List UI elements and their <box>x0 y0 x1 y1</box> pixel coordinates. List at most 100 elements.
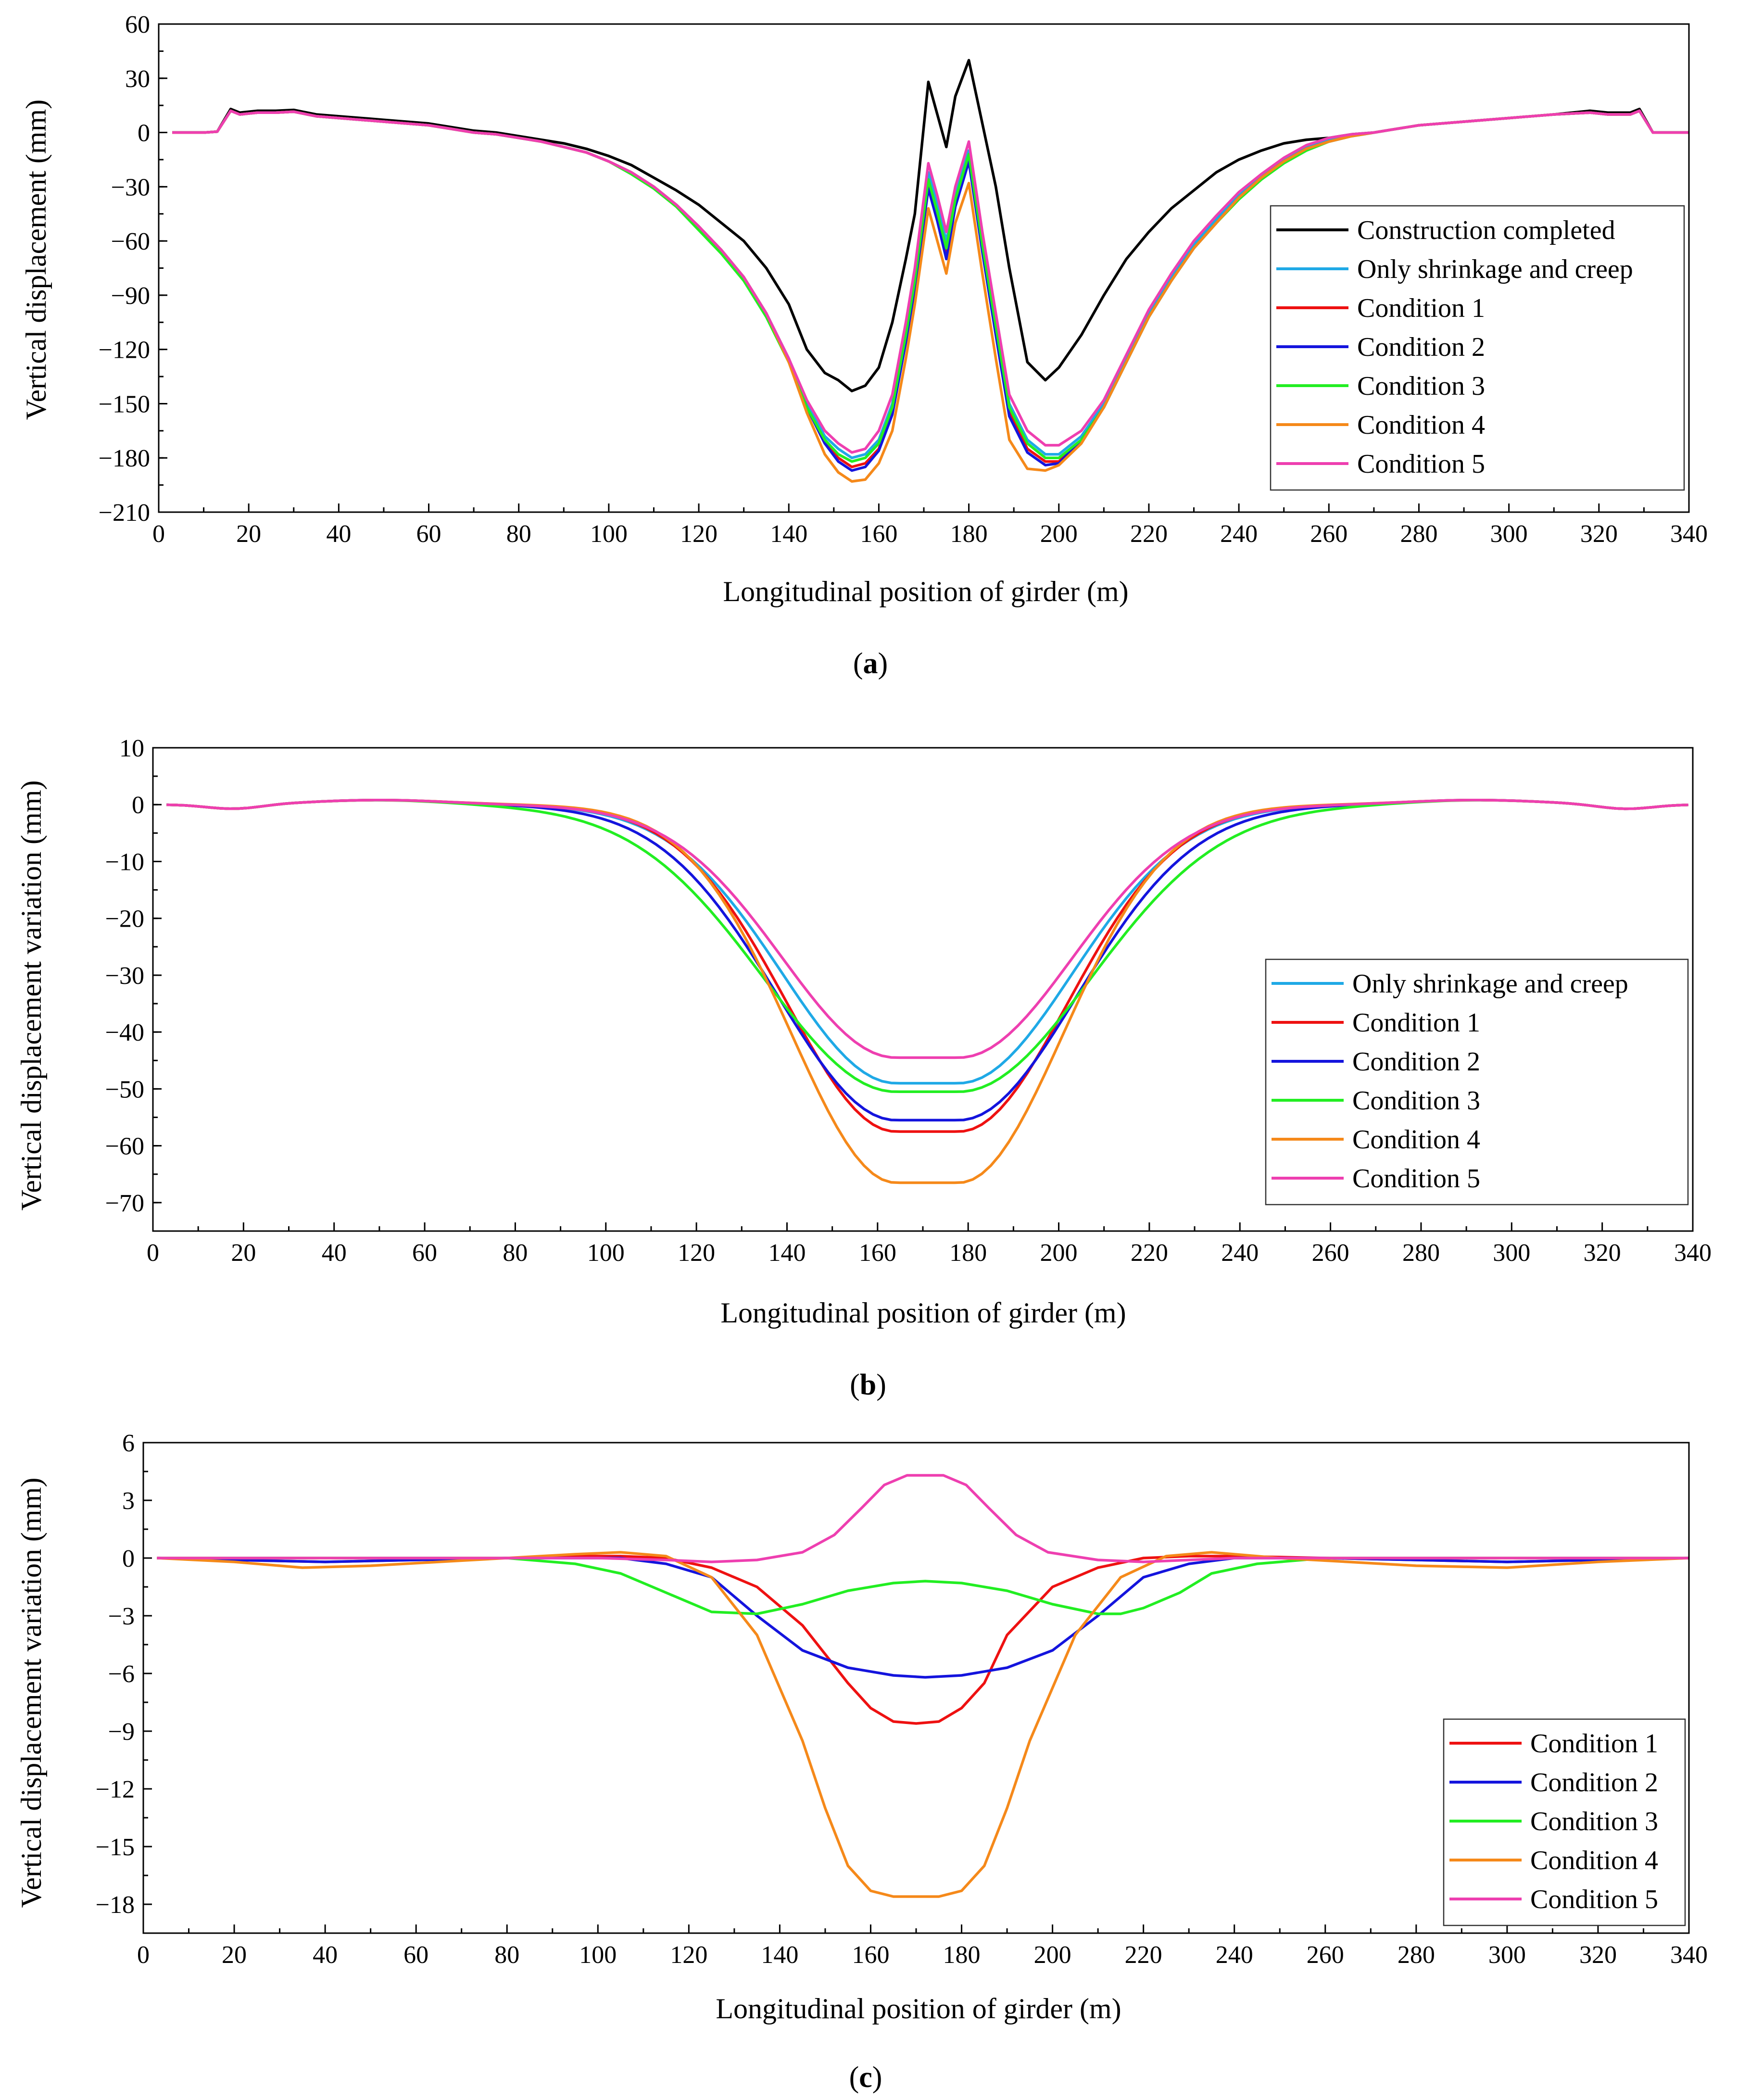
y-tick-label: −150 <box>99 390 150 418</box>
x-tick-label: 320 <box>1584 1239 1621 1267</box>
y-tick-label: −210 <box>99 499 150 527</box>
y-tick-label: −12 <box>96 1776 135 1803</box>
y-tick-label: 30 <box>125 65 150 93</box>
x-tick-label: 100 <box>590 520 628 548</box>
x-tick-label: 220 <box>1130 520 1168 548</box>
y-tick-label: −18 <box>96 1891 135 1919</box>
x-tick-label: 220 <box>1131 1239 1168 1267</box>
legend-entry: Condition 4 <box>1352 1125 1480 1155</box>
x-tick-label: 120 <box>678 1239 715 1267</box>
legend-entry: Condition 2 <box>1530 1768 1658 1798</box>
x-tick-label: 0 <box>137 1941 150 1969</box>
y-tick-label: 6 <box>122 1430 135 1457</box>
panel-b-letter: b <box>860 1369 876 1401</box>
series-line-3 <box>157 1557 1689 1615</box>
x-tick-label: 80 <box>503 1239 528 1267</box>
legend-entry: Condition 3 <box>1352 1086 1480 1116</box>
panel-c-letter: c <box>859 2061 872 2094</box>
x-tick-label: 200 <box>1040 520 1078 548</box>
x-tick-label: 280 <box>1400 520 1437 548</box>
legend: Construction completed Only shrinkage and… <box>1270 205 1685 491</box>
legend-entry: Construction completed <box>1357 215 1615 245</box>
y-tick-label: −30 <box>111 174 150 201</box>
panel-a: Vertical displacement (mm) Longitudinal … <box>20 11 1708 680</box>
x-tick-label: 40 <box>326 520 351 548</box>
legend-entry: Condition 2 <box>1352 1047 1480 1077</box>
x-tick-label: 20 <box>236 520 261 548</box>
x-tick-label: 0 <box>152 520 165 548</box>
x-tick-label: 120 <box>670 1941 707 1969</box>
y-tick-label: −120 <box>99 337 150 364</box>
legend-entry: Condition 3 <box>1530 1807 1658 1836</box>
x-tick-label: 200 <box>1034 1941 1071 1969</box>
y-tick-label: −6 <box>108 1660 135 1688</box>
legend-entry: Only shrinkage and creep <box>1357 254 1633 284</box>
y-tick-label: −180 <box>99 445 150 472</box>
series-line-7 <box>172 109 1689 454</box>
x-tick-label: 180 <box>943 1941 981 1969</box>
x-tick-label: 340 <box>1670 520 1708 548</box>
x-tick-label: 180 <box>950 520 988 548</box>
legend-entry: Only shrinkage and creep <box>1352 969 1628 999</box>
x-tick-label: 60 <box>403 1941 428 1969</box>
y-tick-label: −40 <box>105 1019 144 1046</box>
x-tick-label: 100 <box>587 1239 625 1267</box>
x-tick-label: 20 <box>231 1239 256 1267</box>
x-tick-label: 140 <box>761 1941 798 1969</box>
y-tick-label: −70 <box>105 1190 144 1217</box>
series-line-6 <box>166 799 1688 1059</box>
legend-entry: Condition 5 <box>1357 449 1485 479</box>
legend-entry: Condition 1 <box>1357 293 1485 323</box>
x-tick-label: 160 <box>860 520 897 548</box>
y-tick-label: −20 <box>105 905 144 933</box>
legend-entry: Condition 4 <box>1530 1846 1658 1875</box>
x-tick-label: 320 <box>1579 1941 1617 1969</box>
x-tick-label: 100 <box>579 1941 617 1969</box>
y-tick-label: −50 <box>105 1076 144 1103</box>
series-lines <box>157 1474 1689 1898</box>
y-tick-label: −60 <box>111 228 150 255</box>
x-tick-label: 20 <box>222 1941 247 1969</box>
y-tick-label: 60 <box>125 11 150 38</box>
series-line-2 <box>157 1557 1689 1679</box>
y-tick-label: 0 <box>122 1545 135 1572</box>
panel-b: Vertical displacement variation (mm) Lon… <box>15 735 1712 1401</box>
panel-c-xlabel: Longitudinal position of girder (m) <box>716 1993 1121 2025</box>
x-tick-label: 60 <box>416 520 441 548</box>
panel-a-xlabel: Longitudinal position of girder (m) <box>723 576 1128 607</box>
x-tick-label: 160 <box>852 1941 889 1969</box>
legend: Condition 1 Condition 2 Condition 3 Conditi… <box>1443 1718 1686 1926</box>
x-tick-label: 40 <box>322 1239 347 1267</box>
legend-entry: Condition 1 <box>1352 1008 1480 1038</box>
panel-a-letter: a <box>863 647 878 680</box>
series-lines <box>166 799 1688 1184</box>
legend-entry: Condition 5 <box>1352 1164 1480 1194</box>
x-tick-label: 300 <box>1490 520 1528 548</box>
panel-c: Vertical displacement variation (mm) Lon… <box>15 1430 1708 2094</box>
x-tick-label: 240 <box>1216 1941 1253 1969</box>
x-tick-label: 340 <box>1670 1941 1708 1969</box>
x-tick-label: 240 <box>1221 1239 1259 1267</box>
y-tick-label: 0 <box>132 792 144 819</box>
x-tick-label: 340 <box>1674 1239 1712 1267</box>
x-tick-label: 300 <box>1488 1941 1526 1969</box>
panel-c-ylabel: Vertical displacement variation (mm) <box>15 1478 47 1908</box>
legend-entry: Condition 5 <box>1530 1885 1658 1914</box>
x-tick-label: 260 <box>1310 520 1348 548</box>
panel-c-label: (c) <box>849 2061 882 2094</box>
y-tick-label: 0 <box>138 120 150 147</box>
x-tick-label: 220 <box>1125 1941 1162 1969</box>
y-tick-label: −9 <box>108 1718 135 1746</box>
x-tick-label: 260 <box>1307 1941 1344 1969</box>
x-tick-label: 300 <box>1493 1239 1530 1267</box>
x-tick-label: 320 <box>1580 520 1618 548</box>
legend-entry: Condition 3 <box>1357 371 1485 401</box>
y-tick-label: −3 <box>108 1603 135 1630</box>
x-tick-label: 280 <box>1402 1239 1440 1267</box>
x-tick-label: 80 <box>506 520 531 548</box>
panel-b-label: (b) <box>850 1369 886 1401</box>
y-tick-label: 3 <box>122 1487 135 1515</box>
x-tick-label: 180 <box>949 1239 987 1267</box>
x-tick-label: 60 <box>412 1239 437 1267</box>
panel-b-ylabel: Vertical displacement variation (mm) <box>15 780 47 1211</box>
